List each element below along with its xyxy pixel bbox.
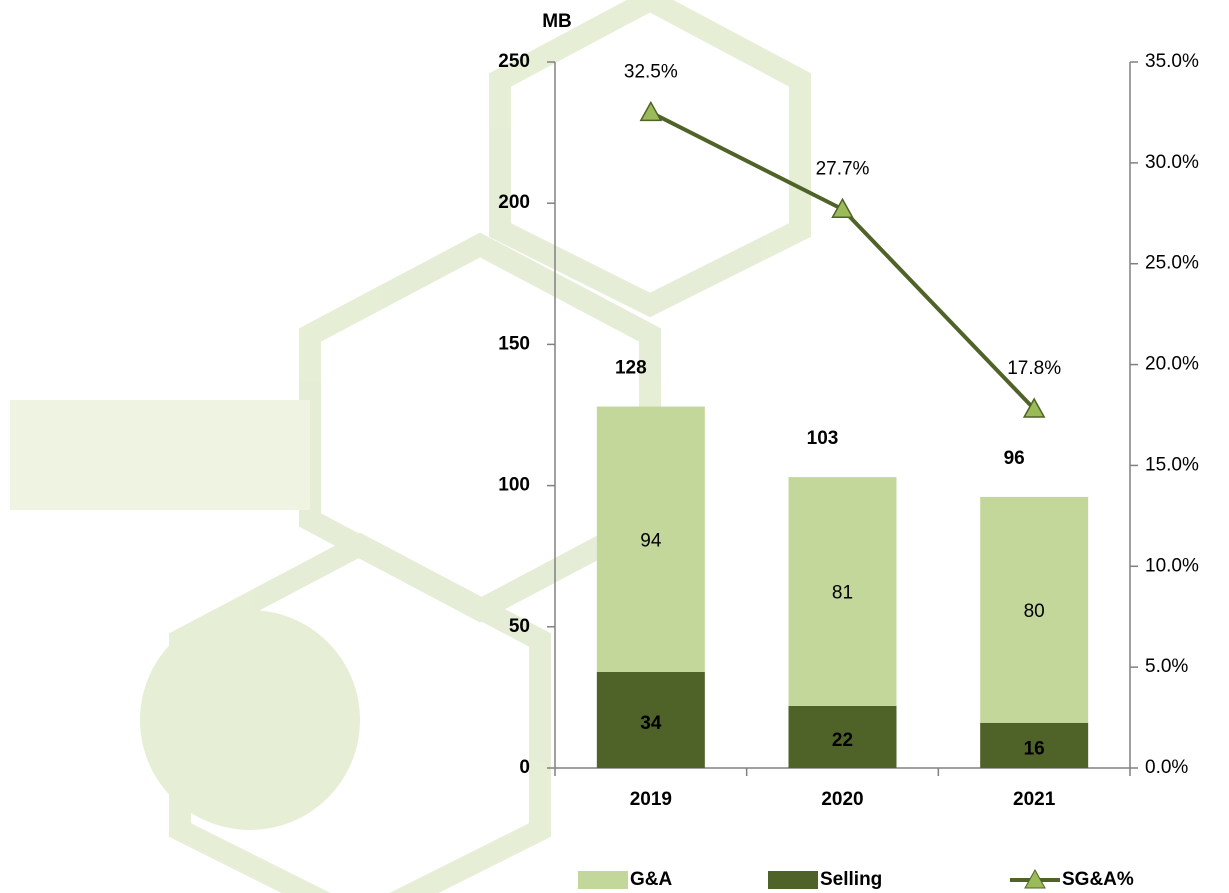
y2-tick-label: 0.0%: [1145, 757, 1188, 778]
y2-tick-label: 5.0%: [1145, 656, 1188, 677]
x-tick-label: 2021: [1013, 789, 1056, 810]
line: [649, 110, 1036, 411]
y2-tick-label: 15.0%: [1145, 454, 1199, 475]
data-label: 94: [640, 530, 662, 551]
marker: [639, 100, 663, 122]
bar-segment: [788, 477, 897, 706]
bar-segment: [980, 496, 1089, 723]
bar-segment: [788, 705, 897, 768]
bar-segment: [596, 671, 705, 768]
y2-tick-label: 30.0%: [1145, 152, 1199, 173]
y-tick-label: 50: [509, 616, 530, 637]
y2-tick-label: 10.0%: [1145, 555, 1199, 576]
y-axis-label: MB: [542, 11, 572, 32]
marker: [1022, 397, 1046, 418]
y-tick-label: 100: [498, 475, 530, 496]
legend-swatch: [578, 871, 628, 889]
data-label: 22: [832, 730, 853, 751]
data-label: 17.8%: [1007, 358, 1061, 379]
data-label: 81: [832, 583, 853, 604]
legend-swatch: [768, 871, 818, 889]
data-label: 32.5%: [624, 61, 678, 82]
y-tick-label: 200: [498, 192, 530, 213]
y-tick-label: 250: [498, 51, 530, 72]
y2-tick-label: 25.0%: [1145, 253, 1199, 274]
y-tick-label: 0: [519, 757, 530, 778]
legend-label: SG&A%: [1062, 869, 1134, 890]
data-label: 27.7%: [816, 158, 870, 179]
marker: [831, 197, 854, 219]
data-label: 34: [640, 713, 662, 734]
y2-tick-label: 20.0%: [1145, 354, 1199, 375]
x-tick-label: 2020: [821, 789, 863, 810]
data-label: 80: [1024, 601, 1045, 622]
background-tree: [140, 610, 360, 830]
total-label: 103: [807, 428, 839, 449]
y-tick-label: 150: [498, 333, 530, 354]
x-tick-label: 2019: [630, 789, 672, 810]
legend-marker: [1024, 868, 1046, 889]
total-label: 128: [615, 358, 647, 379]
y2-tick-label: 35.0%: [1145, 51, 1199, 72]
legend-label: Selling: [820, 869, 882, 890]
legend-label: G&A: [630, 869, 673, 890]
bar-segment: [980, 722, 1089, 768]
data-label: 16: [1024, 738, 1045, 759]
total-label: 96: [1004, 448, 1025, 469]
background-photo: [10, 400, 310, 510]
bar-segment: [596, 406, 705, 672]
hexagon: [489, 0, 811, 318]
